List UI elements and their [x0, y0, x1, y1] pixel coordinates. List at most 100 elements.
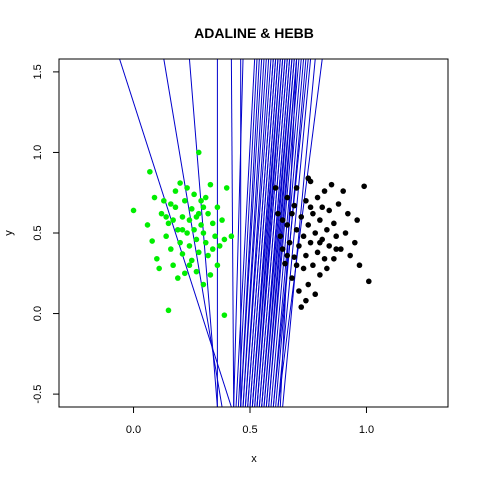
- class-b-point: [272, 185, 279, 191]
- class-b-point: [324, 265, 330, 272]
- class-a-point: [205, 210, 211, 217]
- class-b-point: [279, 246, 286, 252]
- class-a-point: [223, 185, 230, 191]
- plot-area: [119, 59, 372, 407]
- decision-boundary-line: [233, 59, 244, 407]
- class-b-point: [361, 183, 367, 190]
- x-axis-label: x: [251, 453, 257, 465]
- class-a-point: [193, 268, 200, 275]
- class-b-point: [289, 275, 295, 281]
- decision-boundary-line: [247, 59, 274, 407]
- class-b-point: [300, 233, 307, 240]
- class-b-point: [312, 230, 319, 236]
- class-a-point: [198, 222, 204, 228]
- decision-boundary-line: [240, 59, 263, 407]
- class-a-point: [198, 197, 204, 204]
- decision-boundary-line: [272, 59, 309, 407]
- class-b-point: [356, 262, 363, 269]
- decision-boundary-line: [282, 59, 316, 407]
- class-a-point: [186, 217, 193, 223]
- class-b-point: [275, 210, 281, 217]
- y-tick-label: 1.0: [32, 145, 44, 160]
- decision-boundary-line: [258, 59, 288, 407]
- class-a-point: [219, 217, 225, 223]
- class-a-point: [212, 233, 218, 240]
- class-a-point: [228, 233, 235, 240]
- decision-boundary-line: [270, 59, 302, 407]
- class-a-point: [202, 239, 209, 246]
- decision-boundary-line: [279, 59, 298, 407]
- class-b-point: [303, 297, 309, 304]
- class-b-point: [335, 201, 342, 207]
- class-b-point: [342, 230, 349, 236]
- y-tick-label: 1.5: [32, 64, 44, 79]
- decision-boundary-line: [235, 59, 256, 407]
- class-b-point: [284, 252, 291, 259]
- class-b-point: [307, 239, 314, 246]
- class-a-point: [207, 272, 214, 278]
- x-tick-label: 1.0: [359, 424, 374, 436]
- class-a-point: [144, 222, 151, 228]
- decision-boundary-line: [242, 59, 267, 407]
- class-a-point: [130, 207, 137, 214]
- class-b-point: [293, 185, 300, 191]
- class-b-point: [310, 210, 316, 217]
- decision-boundary-line: [256, 59, 286, 407]
- class-b-point: [291, 254, 298, 260]
- class-b-point: [317, 272, 323, 278]
- y-tick-label: 0.5: [32, 225, 44, 240]
- class-b-point: [352, 239, 358, 246]
- class-a-point: [207, 181, 214, 188]
- class-a-point: [209, 246, 216, 252]
- class-b-point: [326, 243, 333, 249]
- class-b-point: [279, 217, 286, 223]
- class-a-point: [177, 239, 183, 246]
- class-a-point: [172, 204, 179, 211]
- class-a-point: [168, 246, 174, 252]
- y-axis: -0.5 0.0 0.5 1.0 1.5: [32, 64, 60, 404]
- decision-boundary-line: [230, 59, 235, 407]
- decision-boundary-line: [277, 59, 323, 407]
- class-a-point: [165, 220, 172, 227]
- class-a-point: [174, 226, 181, 233]
- class-b-point: [319, 204, 326, 211]
- class-a-point: [154, 255, 160, 262]
- class-a-point: [151, 194, 158, 201]
- class-a-point: [179, 226, 186, 233]
- class-b-point: [333, 246, 339, 252]
- y-axis-label: y: [3, 230, 15, 236]
- class-b-point: [331, 220, 337, 227]
- class-a-point: [186, 262, 193, 269]
- class-a-point: [179, 214, 186, 220]
- class-a-point: [216, 243, 223, 249]
- class-b-point: [321, 255, 328, 262]
- class-a-point: [174, 275, 181, 281]
- class-b-point: [303, 197, 309, 204]
- class-a-point: [193, 236, 200, 243]
- class-a-point: [202, 194, 209, 201]
- class-a-point: [147, 168, 153, 175]
- class-b-point: [307, 178, 314, 185]
- class-b-point: [331, 255, 337, 262]
- class-b-point: [366, 278, 372, 285]
- class-a-point: [191, 191, 197, 198]
- class-a-point: [165, 307, 172, 314]
- class-b-point: [324, 226, 330, 233]
- x-tick-label: 0.0: [126, 424, 141, 436]
- class-b-point: [284, 222, 291, 228]
- class-b-point: [296, 288, 302, 294]
- class-b-point: [298, 304, 305, 310]
- class-a-point: [214, 204, 221, 211]
- class-a-point: [177, 180, 183, 186]
- class-a-point: [156, 265, 162, 272]
- class-b-point: [328, 181, 335, 188]
- x-axis: 0.0 0.5 1.0: [126, 406, 374, 436]
- class-a-point: [172, 188, 179, 194]
- class-b-point: [300, 265, 307, 272]
- class-b-point: [291, 202, 298, 209]
- decision-boundary-line: [244, 59, 272, 407]
- decision-boundary-line: [237, 59, 258, 407]
- chart-title: ADALINE & HEBB: [194, 25, 314, 41]
